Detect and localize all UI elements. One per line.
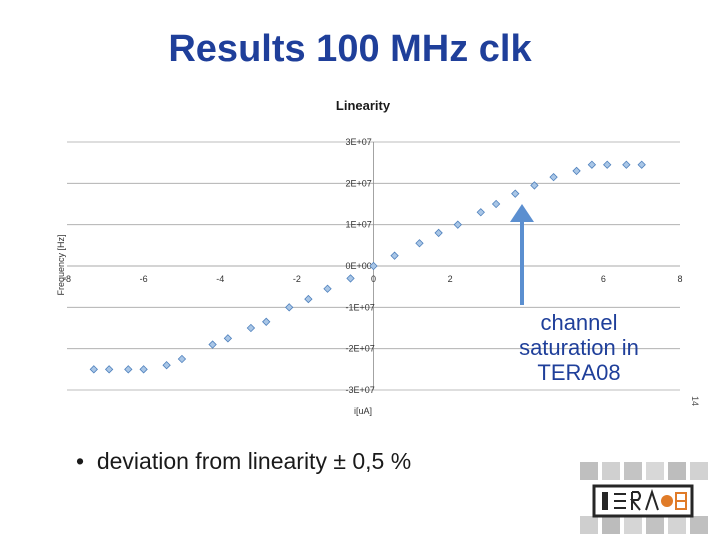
y-tick-label: 1E+07: [346, 220, 372, 230]
data-point: [285, 303, 294, 312]
data-point: [415, 239, 424, 248]
data-point: [453, 220, 462, 229]
data-point: [177, 354, 187, 364]
saturation-arrow: [510, 204, 534, 305]
bullet-text: deviation from linearity ± 0,5 %: [96, 448, 412, 474]
page-number: 14: [690, 396, 700, 407]
data-point: [622, 160, 631, 169]
y-tick-label: -2E+07: [346, 344, 375, 354]
y-tick-label: -1E+07: [346, 302, 375, 312]
data-point: [390, 251, 399, 260]
y-tick-label: -3E+07: [346, 385, 375, 395]
data-point: [587, 160, 597, 169]
x-tick-label: -6: [140, 274, 148, 284]
data-point: [124, 365, 133, 374]
data-point: [262, 317, 271, 326]
x-axis-tick-labels: -8 -6 -4 -2 0 2 6 8: [63, 274, 683, 284]
data-point: [572, 166, 581, 176]
data-points: [89, 160, 646, 374]
logo-chip: [592, 484, 694, 518]
x-tick-label: -4: [216, 274, 224, 284]
slide-title: Results 100 MHz clk: [168, 28, 532, 70]
y-tick-label: 2E+07: [346, 178, 372, 188]
y-axis-tick-labels: 3E+07 2E+07 1E+07 0E+00 -1E+07 -2E+07 -3E+07: [346, 137, 375, 395]
data-point: [603, 160, 612, 169]
data-point: [346, 274, 355, 283]
y-tick-label: 0E+00: [346, 261, 372, 271]
x-tick-label: -2: [293, 274, 301, 284]
y-tick-label: 3E+07: [346, 137, 372, 147]
data-point: [223, 334, 233, 343]
x-tick-label: 0: [371, 274, 376, 284]
data-point: [491, 199, 501, 209]
data-point: [139, 365, 148, 374]
data-point: [434, 228, 443, 238]
x-axis-label: i[uA]: [354, 406, 372, 416]
data-point: [89, 365, 98, 374]
data-point: [246, 323, 256, 333]
data-point: [549, 172, 558, 182]
data-point: [637, 160, 646, 169]
data-point: [476, 208, 485, 217]
data-point: [304, 294, 313, 304]
tera08-logo: [580, 462, 708, 534]
y-axis-label: Frequency [Hz]: [56, 234, 66, 295]
data-point: [530, 181, 539, 190]
data-point: [323, 284, 332, 293]
data-point: [162, 361, 171, 370]
data-point: [511, 189, 520, 198]
bullet-dot: •: [76, 448, 97, 474]
logo-tile-grid: [580, 462, 708, 534]
saturation-callout: channel saturation in TERA08: [519, 310, 639, 385]
data-point: [208, 340, 217, 349]
chart-gridlines: [67, 141, 680, 391]
x-tick-label: 8: [677, 274, 682, 284]
data-point: [369, 261, 378, 271]
x-tick-label: 6: [601, 274, 606, 284]
chart-title: Linearity: [336, 98, 391, 113]
x-tick-label: -8: [63, 274, 71, 284]
bullet-item: • deviation from linearity ± 0,5 %: [76, 448, 411, 475]
data-point: [104, 365, 114, 374]
x-tick-label: 2: [448, 274, 453, 284]
